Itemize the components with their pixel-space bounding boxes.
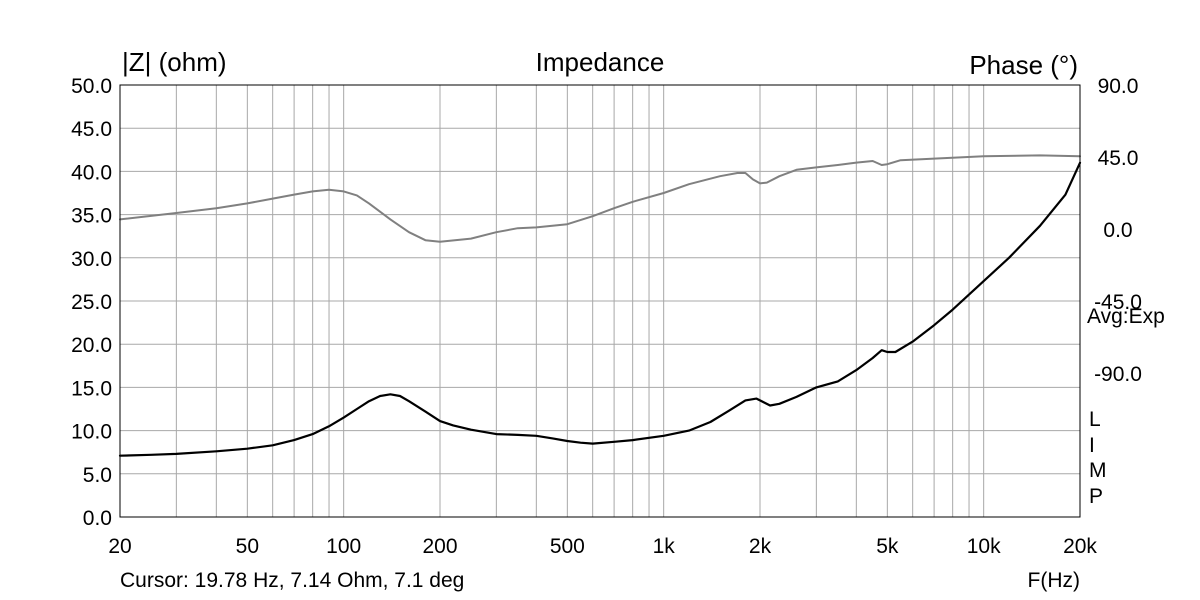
x-tick-label: 200	[422, 535, 457, 558]
y-left-tick-label: 0.0	[83, 507, 112, 530]
x-tick-label: 20	[108, 535, 131, 558]
avg-mode-label: Avg:Exp	[1087, 305, 1165, 328]
cursor-readout: Cursor: 19.78 Hz, 7.14 Ohm, 7.1 deg	[120, 569, 464, 592]
y-left-tick-label: 30.0	[71, 248, 112, 271]
x-tick-label: 50	[236, 535, 259, 558]
x-tick-label: 10k	[967, 535, 1001, 558]
plot-frame	[119, 84, 1081, 518]
y-left-tick-label: 50.0	[71, 75, 112, 98]
y-right-tick-label: 0.0	[1103, 219, 1132, 242]
phase-curve	[119, 154, 1081, 243]
impedance-magnitude-curve	[118, 161, 1082, 457]
y-left-axis-label: |Z| (ohm)	[122, 47, 227, 77]
y-right-axis-label: Phase (°)	[969, 50, 1078, 80]
y-left-tick-label: 35.0	[71, 205, 112, 228]
y-left-tick-label: 25.0	[71, 291, 112, 314]
y-left-tick-label: 20.0	[71, 334, 112, 357]
y-left-tick-label: 15.0	[71, 377, 112, 400]
side-letter-i: I	[1089, 434, 1095, 457]
chart-title: Impedance	[536, 47, 665, 77]
side-letter-l: L	[1089, 408, 1101, 431]
y-left-tick-label: 5.0	[83, 464, 112, 487]
x-tick-label: 1k	[653, 535, 676, 558]
grid	[120, 85, 1080, 517]
x-axis-label: F(Hz)	[1028, 569, 1080, 592]
y-right-tick-label: -90.0	[1094, 363, 1142, 386]
x-tick-label: 2k	[749, 535, 772, 558]
x-tick-label: 500	[550, 535, 585, 558]
y-left-tick-label: 40.0	[71, 161, 112, 184]
x-tick-label: 20k	[1063, 535, 1097, 558]
x-tick-label: 5k	[876, 535, 899, 558]
side-letter-p: P	[1089, 485, 1103, 508]
y-right-tick-label: 90.0	[1098, 75, 1139, 98]
y-right-tick-label: 45.0	[1098, 147, 1139, 170]
y-left-tick-label: 45.0	[71, 118, 112, 141]
y-left-tick-label: 10.0	[71, 421, 112, 444]
x-tick-label: 100	[326, 535, 361, 558]
side-letter-m: M	[1089, 459, 1107, 482]
series	[118, 154, 1082, 457]
tick-labels: 20 50 100 200 500 1k 2k 5k 10k 20k 50.0 45.0 40.0 35.…	[71, 75, 1142, 558]
y-right-tick-label: -45.0	[1094, 291, 1142, 314]
